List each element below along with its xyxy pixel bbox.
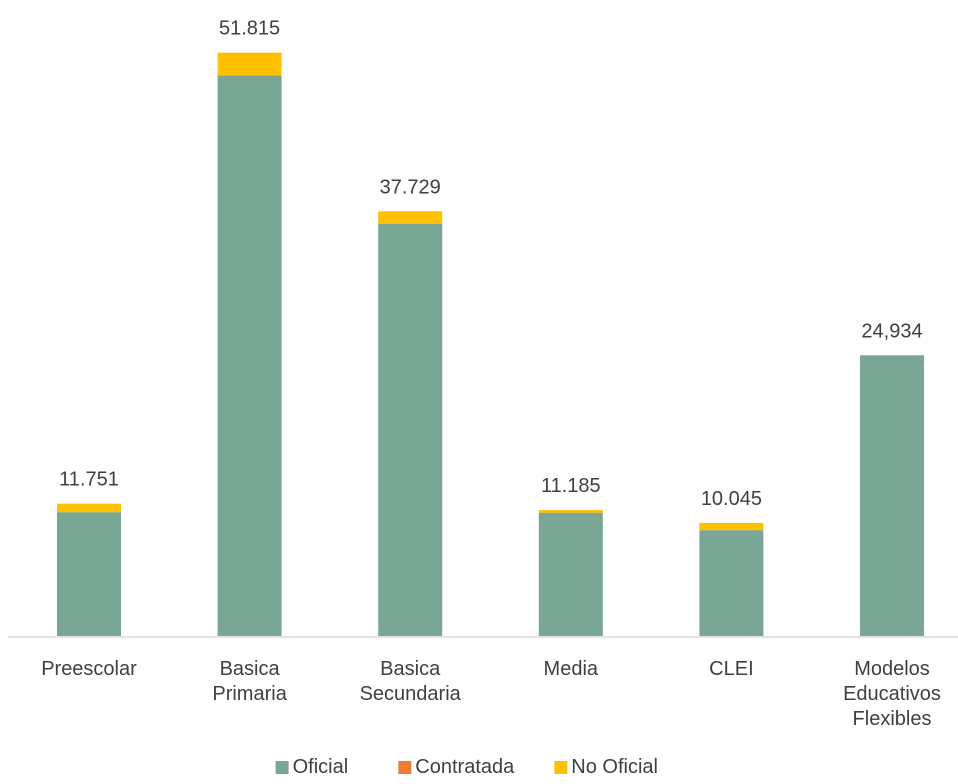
bar-oficial-3 (538, 512, 603, 636)
legend: Oficial Contratada No Oficial (275, 756, 658, 778)
x-tick-label-1: Basica Primaria (212, 658, 287, 705)
legend-swatch-contratada (398, 761, 412, 774)
x-tick-label-4: CLEI (709, 658, 753, 680)
bar-no-oficial-0 (57, 503, 121, 513)
data-label-0: 11.751 (59, 469, 119, 491)
bar-oficial-5 (860, 355, 924, 636)
bar-no-oficial-1 (217, 52, 282, 76)
legend-swatch-no-oficial (554, 761, 568, 774)
bar-oficial-1 (217, 75, 282, 636)
legend-swatch-oficial (275, 761, 289, 774)
legend-label-contratada: Contratada (415, 756, 515, 778)
bar-no-oficial-4 (699, 522, 764, 531)
legend-label-oficial: Oficial (293, 756, 349, 778)
x-tick-label-3: Media (544, 658, 599, 680)
bars-layer (57, 52, 924, 636)
data-label-4: 10.045 (701, 488, 762, 510)
bar-no-oficial-2 (378, 211, 443, 224)
data-label-2: 37.729 (380, 176, 441, 198)
data-label-5: 24,934 (861, 320, 922, 342)
x-tick-label-5: Modelos Educativos Flexibles (843, 658, 941, 730)
bar-oficial-0 (57, 512, 121, 636)
labels-layer: 11.751 Preescolar 51.815 Basica Primaria 37.7… (41, 18, 941, 730)
bar-no-oficial-3 (538, 510, 603, 513)
x-tick-label-0: Preescolar (41, 658, 137, 680)
data-label-3: 11.185 (541, 475, 601, 497)
bar-oficial-2 (378, 224, 443, 636)
bar-oficial-4 (699, 530, 764, 636)
legend-label-no-oficial: No Oficial (571, 756, 658, 778)
data-label-1: 51.815 (219, 18, 280, 40)
x-tick-label-2: Basica Secundaria (360, 658, 462, 705)
